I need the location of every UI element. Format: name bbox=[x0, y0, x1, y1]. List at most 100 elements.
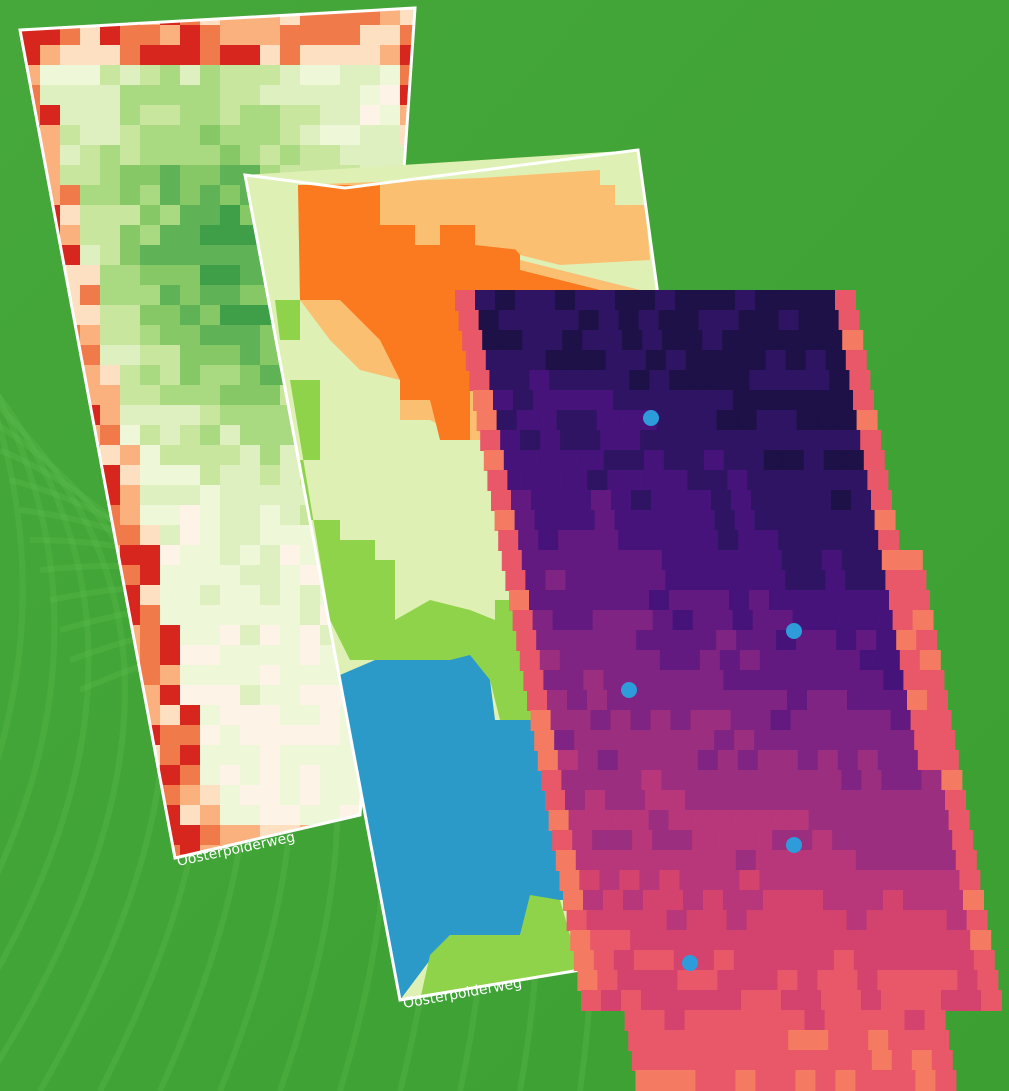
grid-cell bbox=[941, 770, 963, 791]
grid-cell bbox=[630, 710, 652, 731]
grid-cell bbox=[160, 85, 180, 105]
grid-cell bbox=[575, 290, 596, 311]
grid-cell bbox=[596, 630, 618, 651]
grid-cell bbox=[260, 45, 280, 65]
grid-cell bbox=[906, 910, 928, 931]
grid-cell bbox=[120, 205, 140, 225]
grid-cell bbox=[679, 650, 701, 671]
grid-cell bbox=[525, 570, 547, 591]
grid-cell bbox=[843, 670, 865, 691]
grid-cell bbox=[836, 630, 858, 651]
grid-cell bbox=[798, 310, 820, 331]
grid-cell bbox=[837, 970, 859, 991]
grid-cell bbox=[280, 125, 300, 145]
grid-cell bbox=[360, 105, 380, 125]
grid-cell bbox=[600, 430, 622, 451]
grid-cell bbox=[675, 850, 697, 871]
grid-cell bbox=[675, 1070, 697, 1091]
grid-cell bbox=[703, 670, 725, 691]
grid-cell bbox=[599, 870, 621, 891]
grid-cell bbox=[120, 565, 140, 585]
grid-cell bbox=[260, 345, 280, 365]
grid-cell bbox=[661, 550, 683, 571]
grid-cell bbox=[875, 850, 897, 871]
grid-cell bbox=[745, 790, 766, 811]
grid-cell bbox=[642, 330, 664, 351]
grid-cell bbox=[803, 450, 825, 471]
grid-cell bbox=[160, 545, 180, 565]
grid-cell bbox=[160, 725, 180, 745]
grid-cell bbox=[220, 625, 240, 645]
grid-cell bbox=[597, 970, 619, 991]
grid-cell bbox=[750, 710, 772, 731]
grid-cell bbox=[200, 605, 220, 625]
grid-cell bbox=[981, 990, 1002, 1011]
grid-cell bbox=[748, 810, 770, 831]
grid-cell bbox=[618, 310, 640, 331]
grid-cell bbox=[549, 590, 570, 611]
grid-cell bbox=[220, 165, 240, 185]
grid-cell bbox=[280, 745, 300, 765]
grid-cell bbox=[320, 685, 340, 705]
grid-cell bbox=[943, 890, 964, 911]
grid-cell bbox=[596, 410, 618, 431]
grid-cell bbox=[635, 290, 656, 311]
grid-cell bbox=[581, 770, 603, 791]
grid-cell bbox=[698, 310, 720, 331]
grid-cell bbox=[740, 430, 762, 451]
zone bbox=[420, 895, 580, 1000]
grid-cell bbox=[849, 370, 871, 391]
grid-cell bbox=[160, 765, 180, 785]
grid-cell bbox=[871, 490, 892, 511]
grid-cell bbox=[160, 25, 180, 45]
grid-cell bbox=[925, 790, 946, 811]
grid-cell bbox=[100, 185, 120, 205]
grid-cell bbox=[200, 765, 220, 785]
grid-cell bbox=[590, 930, 612, 951]
grid-cell bbox=[710, 710, 732, 731]
grid-cell bbox=[759, 870, 781, 891]
grid-cell bbox=[240, 405, 260, 425]
grid-cell bbox=[652, 610, 674, 631]
grid-cell bbox=[729, 590, 750, 611]
grid-cell bbox=[701, 990, 722, 1011]
grid-cell bbox=[873, 950, 895, 971]
grid-cell bbox=[220, 105, 240, 125]
grid-cell bbox=[180, 305, 200, 325]
grid-cell bbox=[573, 390, 594, 411]
grid-cell bbox=[715, 1070, 737, 1091]
grid-cell bbox=[735, 290, 756, 311]
grid-cell bbox=[888, 810, 910, 831]
grid-cell bbox=[910, 710, 932, 731]
grid-cell bbox=[220, 245, 240, 265]
grid-cell bbox=[565, 570, 587, 591]
grid-cell bbox=[140, 405, 160, 425]
grid-cell bbox=[240, 745, 260, 765]
grid-cell bbox=[733, 390, 754, 411]
grid-cell bbox=[565, 350, 587, 371]
grid-cell bbox=[561, 770, 583, 791]
grid-cell bbox=[498, 530, 520, 551]
grid-cell bbox=[300, 645, 320, 665]
grid-cell bbox=[550, 710, 572, 731]
grid-cell bbox=[839, 650, 861, 671]
grid-cell bbox=[120, 105, 140, 125]
grid-cell bbox=[770, 710, 792, 731]
grid-cell bbox=[553, 390, 574, 411]
grid-cell bbox=[675, 290, 696, 311]
grid-cell bbox=[160, 485, 180, 505]
grid-cell bbox=[601, 770, 623, 791]
grid-cell bbox=[200, 345, 220, 365]
grid-cell bbox=[854, 510, 876, 531]
grid-cell bbox=[220, 505, 240, 525]
grid-cell bbox=[80, 345, 100, 365]
grid-cell bbox=[572, 830, 594, 851]
grid-cell bbox=[647, 470, 669, 491]
grid-cell bbox=[937, 970, 959, 991]
grid-cell bbox=[180, 65, 200, 85]
grid-cell bbox=[915, 850, 937, 871]
grid-cell bbox=[672, 830, 694, 851]
grid-cell bbox=[841, 770, 863, 791]
grid-cell bbox=[100, 165, 120, 185]
